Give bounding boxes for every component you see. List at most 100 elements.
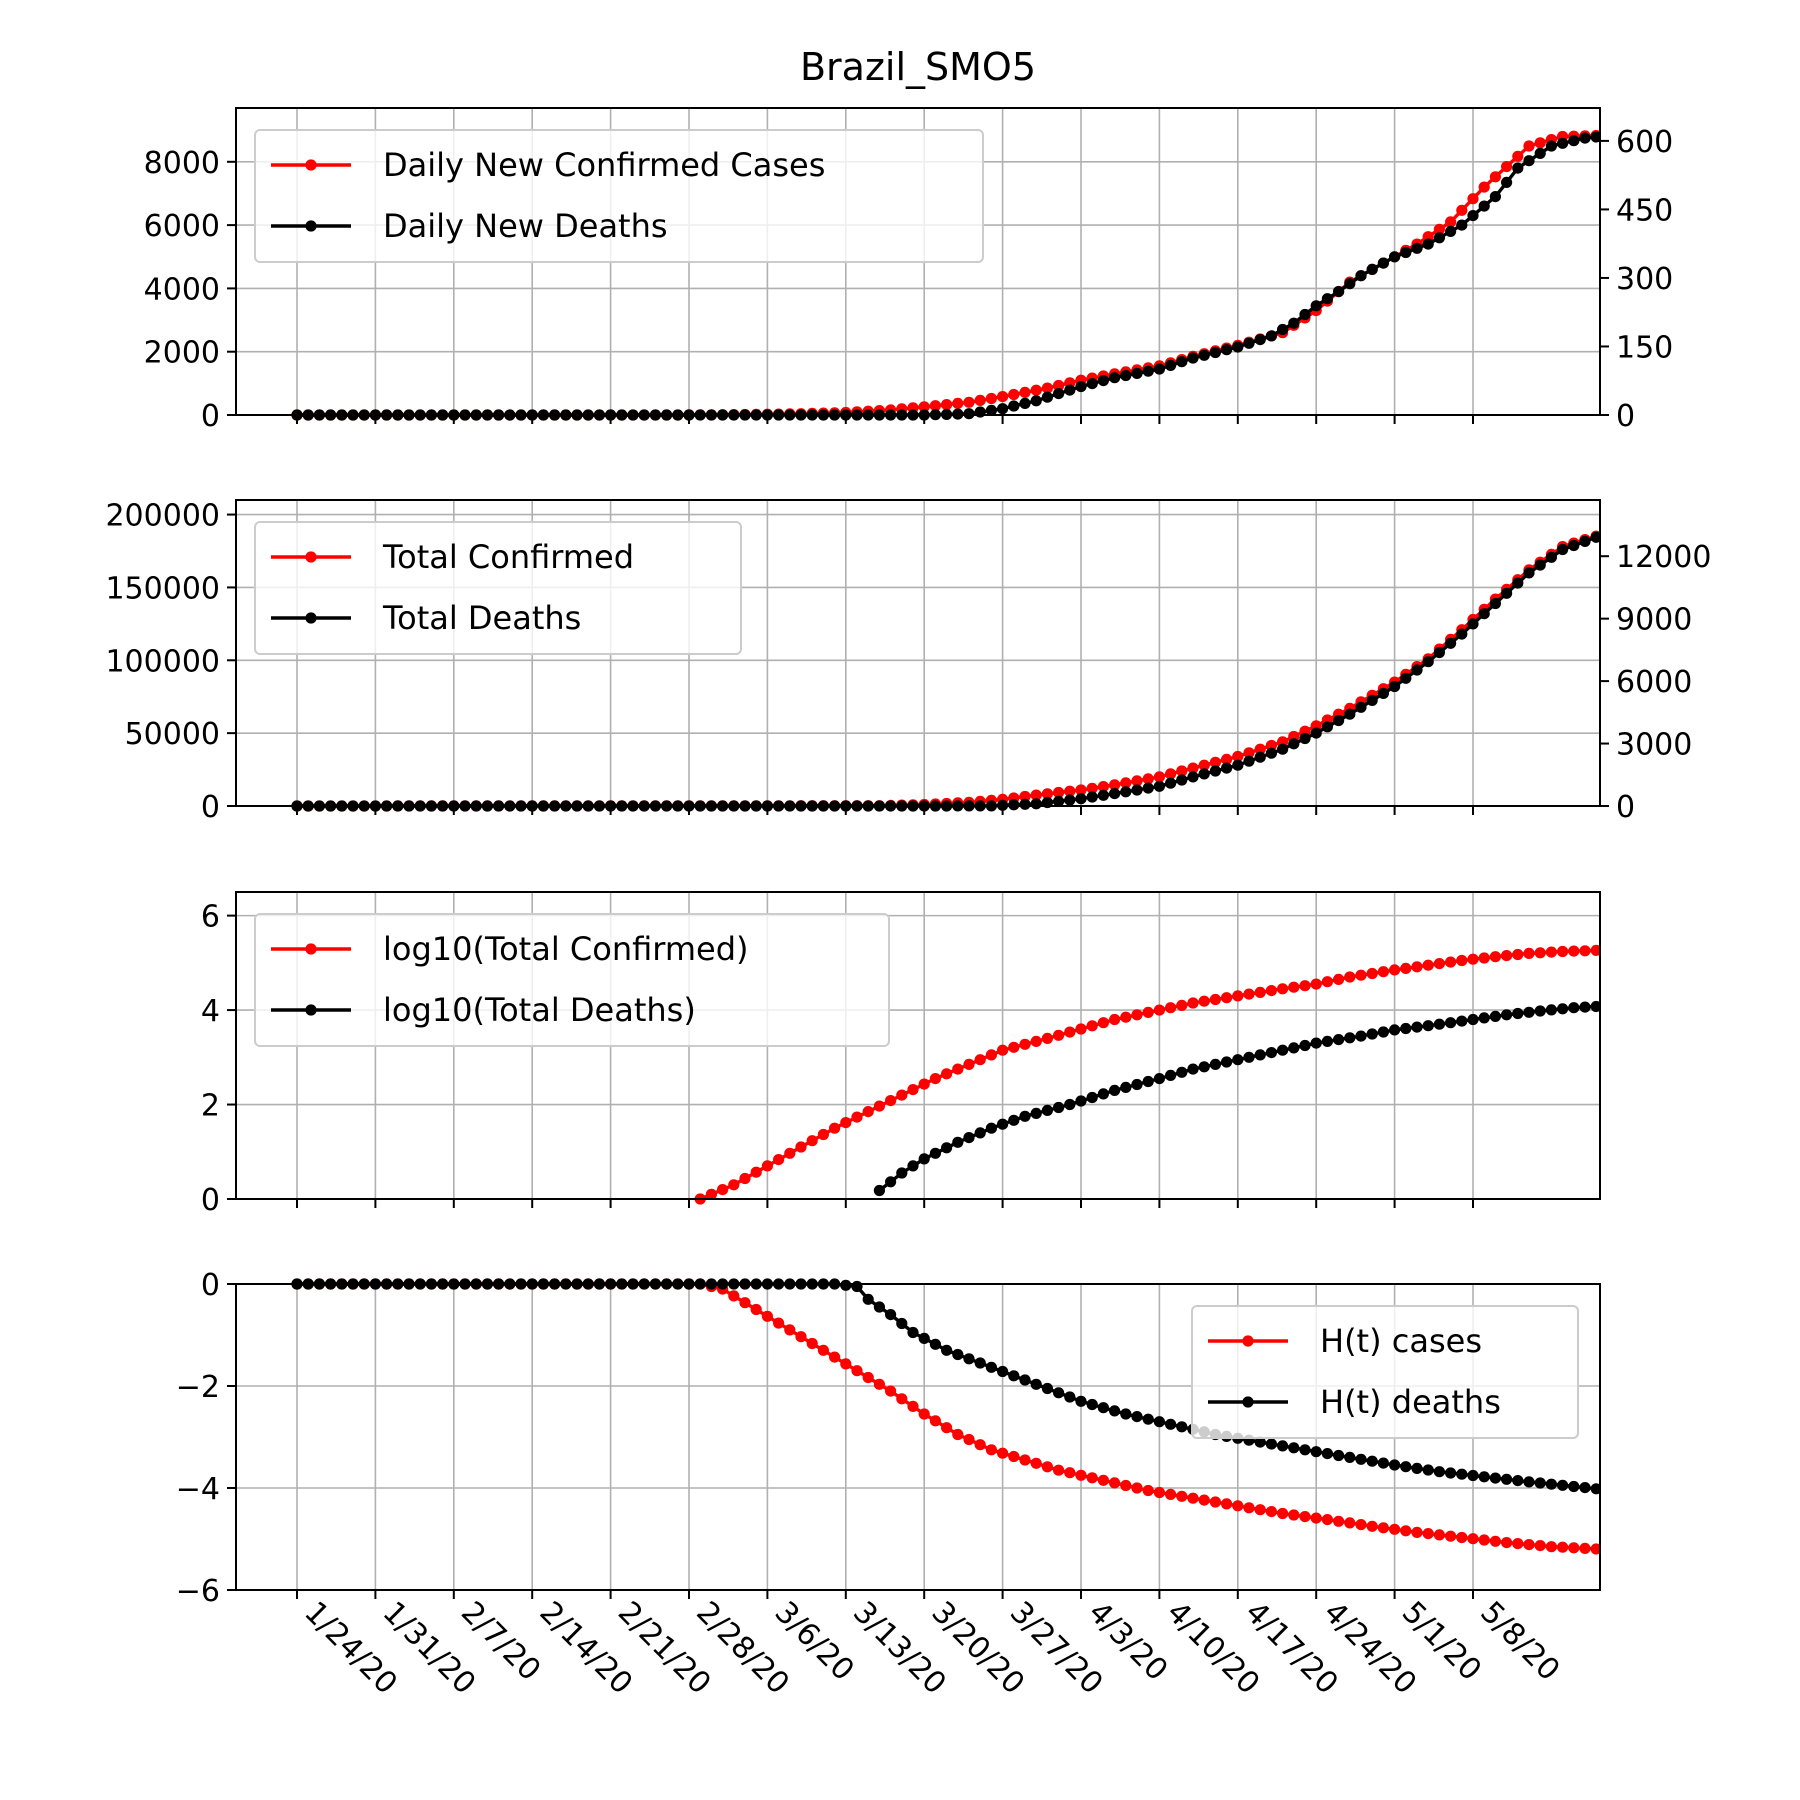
data-point xyxy=(896,1317,908,1330)
data-point xyxy=(1344,971,1356,983)
data-point xyxy=(1355,969,1367,981)
data-point xyxy=(1545,1004,1557,1016)
data-point xyxy=(1299,308,1311,321)
data-point xyxy=(1165,359,1177,371)
data-point xyxy=(1277,983,1289,995)
data-point xyxy=(997,391,1009,403)
data-point xyxy=(1243,755,1255,767)
data-point xyxy=(941,1344,953,1356)
data-point xyxy=(1243,1502,1255,1514)
data-point xyxy=(1456,1015,1468,1027)
data-point xyxy=(1557,1479,1569,1491)
data-point xyxy=(952,1063,964,1075)
data-point xyxy=(1321,1514,1333,1526)
data-point xyxy=(1445,1467,1457,1479)
data-point xyxy=(1097,1474,1109,1486)
data-point xyxy=(1422,1528,1434,1540)
data-point xyxy=(1086,1020,1098,1032)
data-point xyxy=(1198,1061,1210,1073)
data-point xyxy=(885,1385,897,1397)
data-point xyxy=(1075,380,1087,393)
data-point xyxy=(974,394,986,406)
data-point xyxy=(1389,251,1401,263)
data-point xyxy=(1019,790,1031,803)
data-point xyxy=(1433,232,1445,244)
data-point xyxy=(1265,985,1277,997)
data-point xyxy=(1198,995,1210,1007)
data-point xyxy=(1321,976,1333,988)
data-point xyxy=(1613,524,1624,535)
axes-frame xyxy=(235,499,1601,807)
data-point xyxy=(1456,1531,1468,1544)
data-point xyxy=(997,1118,1009,1130)
data-point xyxy=(728,1179,740,1191)
data-point xyxy=(1422,238,1434,250)
data-point xyxy=(985,1444,998,1456)
y-right-tick-label: 600 xyxy=(1616,125,1673,160)
data-point xyxy=(941,1422,953,1434)
data-point xyxy=(1422,656,1434,668)
y-tick-label: 0 xyxy=(201,399,220,434)
data-point xyxy=(1176,1490,1188,1502)
data-point xyxy=(1478,1534,1490,1546)
data-point xyxy=(840,1117,852,1129)
data-point xyxy=(1377,966,1389,978)
data-point xyxy=(1053,1387,1065,1399)
data-point xyxy=(1456,219,1468,231)
data-point xyxy=(941,1068,953,1080)
data-point xyxy=(705,1188,718,1200)
data-point xyxy=(829,1122,841,1134)
data-point xyxy=(806,1135,818,1147)
data-point xyxy=(1086,1091,1098,1104)
data-point xyxy=(1030,395,1042,407)
legend-marker xyxy=(1242,1396,1254,1408)
data-point xyxy=(1310,1512,1322,1524)
data-point xyxy=(1097,789,1109,801)
data-point xyxy=(1109,788,1121,800)
data-point xyxy=(885,1095,897,1107)
data-point xyxy=(1512,1007,1524,1020)
data-point xyxy=(1501,587,1513,599)
data-point xyxy=(1008,1114,1020,1126)
data-point xyxy=(1355,1519,1367,1531)
data-point xyxy=(1467,193,1479,205)
data-point xyxy=(963,1433,975,1446)
legend-marker xyxy=(305,1004,317,1016)
data-point xyxy=(1467,1533,1479,1545)
data-point xyxy=(1523,155,1535,167)
data-point xyxy=(1131,367,1143,379)
data-point xyxy=(1557,1541,1569,1553)
data-point xyxy=(1411,242,1423,254)
data-point xyxy=(1221,753,1233,766)
data-point xyxy=(1097,1402,1109,1414)
data-point xyxy=(929,1147,942,1159)
data-point xyxy=(1355,1030,1367,1042)
data-point xyxy=(1019,1374,1031,1386)
data-point xyxy=(1254,1049,1266,1061)
panel-total: 0 50000 100000 150000 200000 0 3000 6000 9000 120… xyxy=(105,499,1711,825)
data-point xyxy=(1602,1000,1613,1011)
data-point xyxy=(1064,1391,1076,1403)
data-point xyxy=(1254,1504,1266,1516)
data-point xyxy=(1557,945,1569,958)
data-point xyxy=(918,1078,930,1090)
data-point xyxy=(1265,1506,1277,1518)
data-point xyxy=(1221,1056,1233,1068)
data-point xyxy=(1265,1047,1277,1059)
data-point xyxy=(1613,524,1624,535)
data-point xyxy=(1086,791,1098,803)
data-point xyxy=(1254,986,1266,999)
data-point xyxy=(974,1127,986,1139)
data-point xyxy=(1019,1110,1031,1122)
data-point xyxy=(1176,356,1188,368)
data-point xyxy=(1467,210,1479,222)
data-point xyxy=(1557,543,1569,556)
data-point xyxy=(1602,1544,1613,1555)
data-point xyxy=(1489,951,1501,963)
data-point xyxy=(1366,1455,1378,1467)
data-point xyxy=(963,396,975,408)
data-point xyxy=(862,1293,874,1305)
data-point xyxy=(1153,1486,1165,1499)
data-point xyxy=(1288,981,1300,993)
